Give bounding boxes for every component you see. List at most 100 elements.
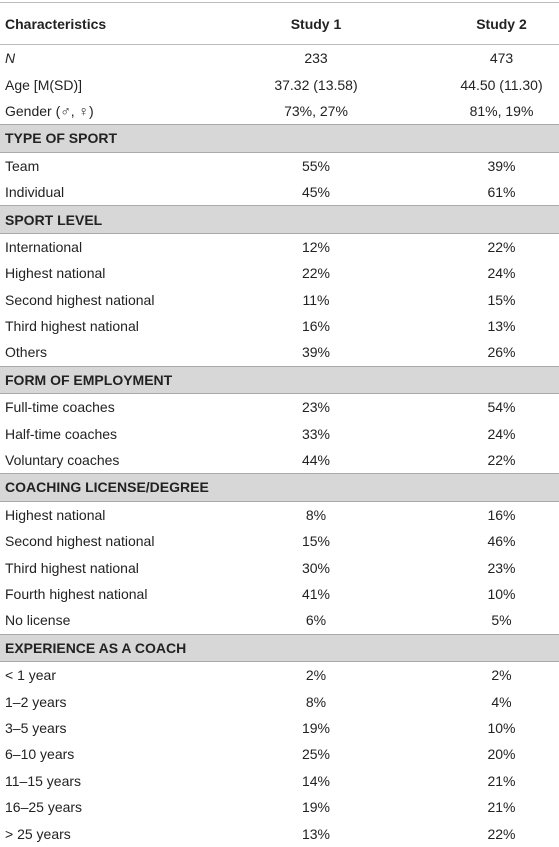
row-label: International <box>5 238 83 255</box>
value-cell: 41% <box>301 586 331 602</box>
value-cell: 44% <box>301 452 331 469</box>
data-row: Individual 45% 61% <box>0 179 559 206</box>
value-cell: 11% <box>302 291 330 308</box>
row-label: N <box>5 50 16 67</box>
header-row: Characteristics Study 1 Study 2 <box>0 2 559 45</box>
data-row: < 1 year 2% 2% <box>0 661 559 688</box>
section-row: COACHING LICENSE/DEGREE <box>0 473 559 502</box>
row-label: 6–10 years <box>5 746 75 763</box>
value-cell: 4% <box>491 693 512 710</box>
data-row: Second highest national 15% 46% <box>0 528 559 554</box>
row-label: 1–2 years <box>5 693 67 710</box>
value-cell: 44.50 (11.30) <box>460 76 543 93</box>
value-cell: 16% <box>487 506 516 523</box>
row-label: Voluntary coaches <box>5 452 120 469</box>
row-label: Others <box>5 344 48 361</box>
value-cell: 22% <box>487 452 516 469</box>
value-cell: 22% <box>487 238 516 255</box>
value-cell: 15% <box>301 533 331 550</box>
row-label: Fourth highest national <box>5 586 148 602</box>
value-cell: 8% <box>305 693 327 710</box>
value-cell: 24% <box>487 265 516 282</box>
table-header: Characteristics Study 1 Study 2 <box>0 2 559 45</box>
value-cell: 5% <box>491 612 512 629</box>
section-title: EXPERIENCE AS A COACH <box>0 633 559 662</box>
row-label: No license <box>5 612 71 629</box>
row-label: Team <box>5 157 40 174</box>
section-row: SPORT LEVEL <box>0 205 559 234</box>
data-row: N 233 473 <box>0 45 559 72</box>
data-row: Highest national 8% 16% <box>0 501 559 528</box>
value-cell: 25% <box>301 746 331 763</box>
value-cell: 55% <box>301 157 331 174</box>
value-cell: 20% <box>487 746 516 763</box>
value-cell: 2% <box>305 667 327 684</box>
value-cell: 30% <box>301 559 331 576</box>
value-cell: 10% <box>487 719 516 736</box>
data-row: Third highest national 30% 23% <box>0 554 559 580</box>
value-cell: 19% <box>301 719 331 736</box>
data-row: Third highest national 16% 13% <box>0 313 559 339</box>
row-label: Highest national <box>5 265 106 282</box>
value-cell: 10% <box>487 586 516 602</box>
value-cell: 45% <box>301 184 331 201</box>
value-cell: 19% <box>301 799 331 816</box>
value-cell: 37.32 (13.58) <box>274 76 358 93</box>
table-body: N 233 473 Age [M(SD)] 37.32 (13.58) 44.50 (11… <box>0 45 559 847</box>
value-cell: 2% <box>491 667 512 684</box>
row-label: Second highest national <box>5 533 155 550</box>
value-cell: 46% <box>487 533 516 550</box>
value-cell: 81%, 19% <box>469 102 534 119</box>
value-cell: 39% <box>301 344 331 361</box>
data-row: Gender (♂, ♀) 73%, 27% 81%, 19% <box>0 98 559 125</box>
header-cell: Characteristics <box>5 15 107 32</box>
value-cell: 24% <box>487 425 516 442</box>
data-row: Highest national 22% 24% <box>0 260 559 286</box>
value-cell: 33% <box>301 425 331 442</box>
value-cell: 473 <box>489 50 514 67</box>
data-row: 6–10 years 25% 20% <box>0 741 559 767</box>
section-title: TYPE OF SPORT <box>0 124 559 153</box>
row-label: Half-time coaches <box>5 425 118 442</box>
section-row: TYPE OF SPORT <box>0 124 559 153</box>
value-cell: 12% <box>301 238 331 255</box>
row-label: > 25 years <box>5 825 71 842</box>
value-cell: 13% <box>301 825 331 842</box>
data-row: 3–5 years 19% 10% <box>0 715 559 741</box>
value-cell: 13% <box>487 318 516 335</box>
row-label: 3–5 years <box>5 719 67 736</box>
data-row: Half-time coaches 33% 24% <box>0 420 559 446</box>
value-cell: 54% <box>487 399 516 416</box>
data-row: International 12% 22% <box>0 233 559 260</box>
value-cell: 8% <box>305 506 327 523</box>
header-cell: Study 2 <box>476 15 527 32</box>
data-row: > 25 years 13% 22% <box>0 820 559 846</box>
data-row: 11–15 years 14% 21% <box>0 768 559 794</box>
row-label: Third highest national <box>5 318 139 335</box>
section-title: FORM OF EMPLOYMENT <box>0 365 559 395</box>
value-cell: 23% <box>487 559 516 576</box>
section-row: FORM OF EMPLOYMENT <box>0 365 559 395</box>
value-cell: 39% <box>487 157 516 174</box>
data-row: Second highest national 11% 15% <box>0 287 559 313</box>
value-cell: 21% <box>487 772 516 789</box>
value-cell: 61% <box>487 184 516 201</box>
section-title: COACHING LICENSE/DEGREE <box>0 473 559 502</box>
value-cell: 6% <box>305 612 327 629</box>
value-cell: 26% <box>487 344 516 361</box>
value-cell: 73%, 27% <box>284 102 348 119</box>
row-label: Age [M(SD)] <box>5 76 83 93</box>
value-cell: 14% <box>301 772 331 789</box>
row-label: Individual <box>5 184 65 201</box>
header-cell: Study 1 <box>290 15 342 32</box>
row-label: Highest national <box>5 506 106 523</box>
row-label: Gender (♂, ♀) <box>5 102 94 119</box>
value-cell: 22% <box>487 825 516 842</box>
row-label: 16–25 years <box>5 799 83 816</box>
value-cell: 233 <box>304 50 328 67</box>
data-row: Others 39% 26% <box>0 339 559 366</box>
data-row: Team 55% 39% <box>0 152 559 179</box>
value-cell: 21% <box>487 799 516 816</box>
